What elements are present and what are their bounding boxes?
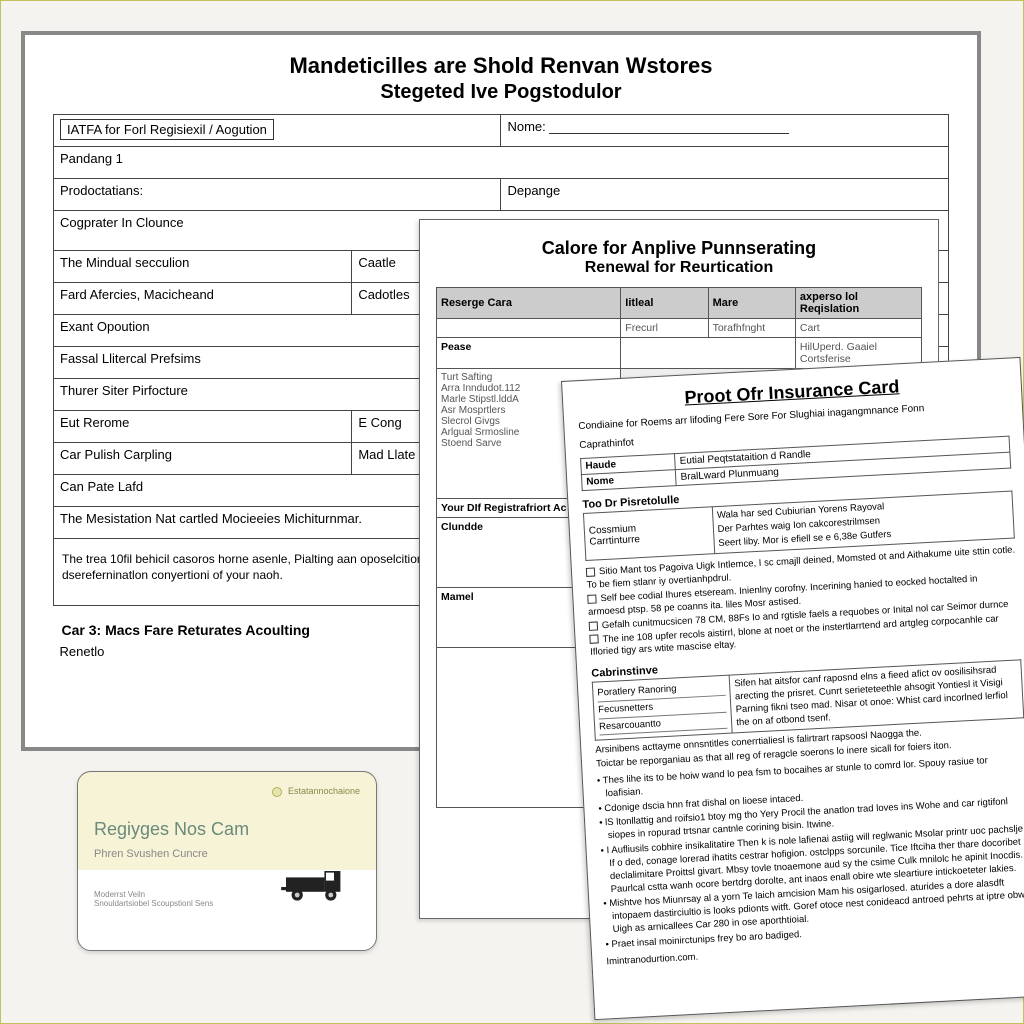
doc2-sub-cart: Cart <box>795 319 921 338</box>
doc2-sub-frocart: Frecurl <box>621 319 708 338</box>
doc2-th-mare: Mare <box>708 288 795 319</box>
doc2-th-experso: axperso lol Reqislation <box>795 288 921 319</box>
doc2-sub-torafh: Torafhfnght <box>708 319 795 338</box>
doc1-nome-line <box>549 133 789 134</box>
doc1-subtitle: Stegeted Ive Pogstodulor <box>53 81 949 104</box>
checkbox-icon <box>589 635 598 644</box>
checkbox-icon <box>586 568 595 577</box>
checkbox-icon <box>589 621 598 630</box>
card-sub: Phren Svushen Cuncre <box>94 848 360 860</box>
doc1-title: Mandeticilles are Shold Renvan Wstores <box>53 53 949 79</box>
doc2-row-pease: Pease <box>437 338 621 369</box>
doc1-pandang: Pandang 1 <box>54 147 949 179</box>
doc1-carpublish: Car Pulish Carpling <box>54 443 352 475</box>
doc1-departge: Depange <box>501 179 949 211</box>
doc1-productations: Prodoctatians: <box>54 179 501 211</box>
doc2-title: Calore for Anplive Punnserating <box>436 238 922 259</box>
card-title: Regiyges Nos Cam <box>94 819 360 840</box>
doc1-boxed-label: IATFA for Forl Regisiexil / Aogution <box>60 119 274 140</box>
doc1-nome-label: Nome: <box>507 119 545 134</box>
doc3-cab-rows: Poratlery RanoringFecusnettersResarcouan… <box>597 680 728 736</box>
doc3-checkbox-list: Sitio Mant tos Pagoiva Uigk Intlemce, I … <box>586 545 1020 660</box>
card-topicon: Estatannochaione <box>94 786 360 797</box>
doc2-subtitle: Renewal for Reurtication <box>436 259 922 277</box>
doc1-fard: Fard Afercies, Macicheand <box>54 283 352 315</box>
doc3-bullets: • Thes lihe its to be hoiw wand lo pea f… <box>597 753 1024 952</box>
checkbox-icon <box>587 594 596 603</box>
doc1-eut: Eut Rerome <box>54 411 352 443</box>
truck-icon <box>278 863 358 908</box>
doc1-mindual: The Mindual secculion <box>54 251 352 283</box>
form-insurance-card: Proot Ofr Insurance Card Condiaine for R… <box>561 357 1024 1020</box>
doc2-th-reserve: Reserge Cara <box>437 288 621 319</box>
doc2-th-iheal: Iitleal <box>621 288 708 319</box>
registration-card: Estatannochaione Regiyges Nos Cam Phren … <box>77 771 377 951</box>
doc3-cab-right: Sifen hat aitsfor canf raposnd elns a fi… <box>734 664 1019 730</box>
